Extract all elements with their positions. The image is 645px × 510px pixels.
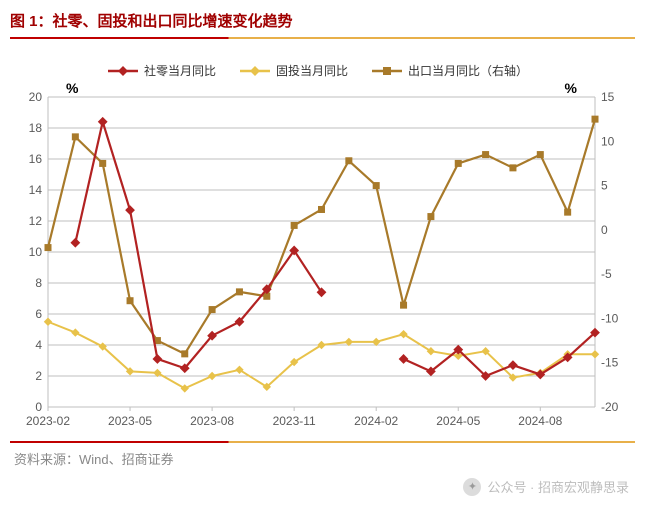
svg-text:4: 4 [35,338,42,352]
svg-text:14: 14 [29,183,43,197]
svg-text:2024-02: 2024-02 [354,414,398,428]
svg-text:%: % [66,80,79,96]
svg-text:%: % [565,80,578,96]
svg-text:-10: -10 [601,311,619,325]
svg-text:10: 10 [29,245,43,259]
chart-svg: 0 2 4 6 8 10 12 14 16 18 20 -20 -15 -10 -5 0 5 10 15 2023-0… [10,47,635,437]
svg-text:16: 16 [29,152,43,166]
svg-text:出口当月同比（右轴）: 出口当月同比（右轴） [408,63,528,78]
watermark: ✦ 公众号 · 招商宏观静思录 [463,477,629,496]
svg-text:20: 20 [29,90,43,104]
wechat-icon: ✦ [463,478,481,496]
svg-text:0: 0 [35,400,42,414]
svg-text:-20: -20 [601,400,619,414]
svg-text:5: 5 [601,179,608,193]
svg-text:10: 10 [601,134,615,148]
svg-text:2024-05: 2024-05 [436,414,480,428]
svg-text:社零当月同比: 社零当月同比 [144,63,216,78]
svg-text:8: 8 [35,276,42,290]
svg-text:2: 2 [35,369,42,383]
svg-text:固投当月同比: 固投当月同比 [276,63,348,78]
svg-text:2023-05: 2023-05 [108,414,152,428]
svg-text:2023-11: 2023-11 [273,414,316,428]
footer-rule [10,441,635,443]
title-rule [10,37,635,39]
svg-text:6: 6 [35,307,42,321]
chart-container: 0 2 4 6 8 10 12 14 16 18 20 -20 -15 -10 -5 0 5 10 15 2023-0… [10,47,635,437]
svg-text:2024-08: 2024-08 [518,414,562,428]
svg-text:2023-08: 2023-08 [190,414,234,428]
svg-text:-5: -5 [601,267,612,281]
svg-text:12: 12 [29,214,43,228]
svg-text:-15: -15 [601,356,619,370]
svg-text:0: 0 [601,223,608,237]
svg-text:15: 15 [601,90,615,104]
watermark-text: 公众号 · 招商宏观静思录 [487,477,629,496]
svg-text:2023-02: 2023-02 [26,414,70,428]
svg-text:18: 18 [29,121,43,135]
chart-title: 图 1：社零、固投和出口同比增速变化趋势 [10,10,635,37]
source-text: 资料来源：Wind、招商证券 [14,449,645,468]
